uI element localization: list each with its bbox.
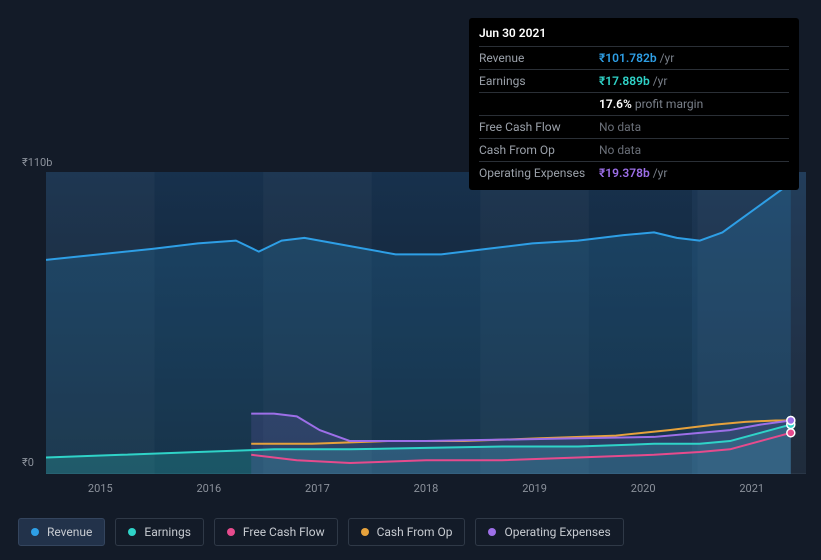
tooltip-row: Revenue₹101.782b/yr	[479, 46, 789, 69]
legend-item-opex[interactable]: Operating Expenses	[475, 518, 623, 546]
tooltip-row-value: ₹17.889b/yr	[599, 72, 789, 90]
tooltip-row-value: No data	[599, 141, 789, 159]
legend-item-label: Earnings	[144, 525, 191, 539]
x-axis-tick: 2015	[88, 482, 113, 495]
y-axis-label-min: ₹0	[22, 456, 34, 469]
tooltip-row-label: Cash From Op	[479, 141, 599, 159]
tooltip-row-value: 17.6%profit margin	[599, 95, 789, 113]
x-axis-tick: 2019	[522, 482, 547, 495]
tooltip-row-label: Earnings	[479, 72, 599, 90]
legend-swatch	[31, 528, 39, 536]
tooltip-row-label: Operating Expenses	[479, 164, 599, 182]
x-axis-tick: 2021	[739, 482, 764, 495]
legend-swatch	[361, 528, 369, 536]
tooltip-row: 17.6%profit margin	[479, 92, 789, 115]
chart-legend: Revenue Earnings Free Cash Flow Cash From O…	[18, 518, 624, 546]
legend-item-earnings[interactable]: Earnings	[115, 518, 204, 546]
chart-tooltip: Jun 30 2021 Revenue₹101.782b/yrEarnings₹…	[469, 18, 799, 190]
tooltip-row-label: Revenue	[479, 49, 599, 67]
tooltip-row-label: Free Cash Flow	[479, 118, 599, 136]
tooltip-row-label	[479, 95, 599, 113]
x-axis-tick: 2016	[196, 482, 221, 495]
legend-item-label: Cash From Op	[377, 525, 453, 539]
tooltip-row: Earnings₹17.889b/yr	[479, 69, 789, 92]
legend-item-revenue[interactable]: Revenue	[18, 518, 105, 546]
x-axis-tick: 2018	[414, 482, 439, 495]
tooltip-date: Jun 30 2021	[479, 24, 789, 46]
x-axis-tick: 2017	[305, 482, 330, 495]
chart-plot-area[interactable]	[46, 172, 806, 474]
tooltip-row: Operating Expenses₹19.378b/yr	[479, 161, 789, 184]
tooltip-row-value: ₹19.378b/yr	[599, 164, 789, 182]
legend-swatch	[227, 528, 235, 536]
legend-item-label: Free Cash Flow	[243, 525, 325, 539]
x-axis-tick: 2020	[631, 482, 656, 495]
tooltip-row: Cash From OpNo data	[479, 138, 789, 161]
legend-item-label: Revenue	[47, 525, 92, 539]
legend-item-label: Operating Expenses	[504, 525, 610, 539]
chart-svg	[46, 172, 806, 474]
legend-swatch	[128, 528, 136, 536]
legend-item-cfo[interactable]: Cash From Op	[348, 518, 466, 546]
y-axis-label-max: ₹110b	[22, 156, 52, 169]
legend-item-fcf[interactable]: Free Cash Flow	[214, 518, 338, 546]
tooltip-row: Free Cash FlowNo data	[479, 115, 789, 138]
tooltip-row-value: No data	[599, 118, 789, 136]
tooltip-row-value: ₹101.782b/yr	[599, 49, 789, 67]
legend-swatch	[488, 528, 496, 536]
